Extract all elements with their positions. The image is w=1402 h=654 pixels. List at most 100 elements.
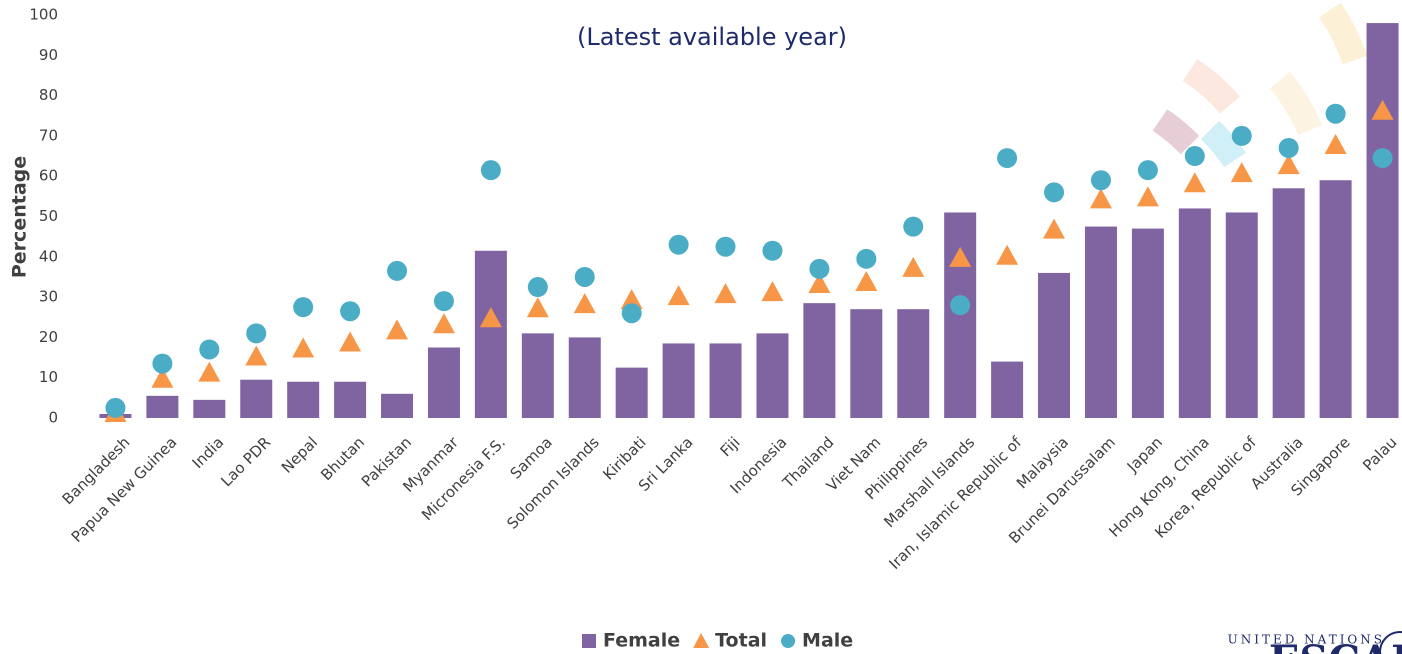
circle-marker [152,353,173,374]
legend-label: Female [603,630,680,652]
circle-marker [1325,103,1346,124]
circle-marker [856,248,877,269]
x-tick-label: Lao PDR [217,433,274,490]
y-tick-label: 0 [48,409,58,427]
chart-subtitle: (Latest available year) [577,23,847,51]
triangle-marker [808,273,831,294]
legend-item: Total [693,630,767,652]
y-tick-label: 80 [39,86,58,104]
x-tick-label: India [189,433,228,472]
bar [240,379,273,418]
circle-marker [340,301,361,322]
bar [709,343,742,418]
circle-marker [1137,160,1158,181]
circle-marker [527,277,548,298]
circle-marker [997,148,1018,169]
circle-marker [809,258,830,279]
logo: UNITED NATIONS ESCAP [1228,631,1402,654]
triangle-marker [949,246,972,267]
y-tick-label: 20 [39,328,58,346]
bar [944,212,977,418]
legend-swatch [693,633,710,648]
circle-marker [199,339,220,360]
circle-marker [480,160,501,181]
triangle-marker [198,361,221,382]
bar [427,347,460,418]
logo-text: UNITED NATIONS [1228,633,1385,647]
bar [803,303,836,418]
y-tick-label: 30 [39,288,58,306]
triangle-marker [245,345,268,366]
bar [521,333,554,418]
triangle-marker [1371,99,1394,120]
bar [1084,226,1117,418]
circle-marker [1231,125,1252,146]
triangle-marker [1183,172,1206,193]
y-axis-label: Percentage [9,156,31,278]
bar [1366,23,1399,419]
triangle-marker [1277,154,1300,175]
circle-marker [1184,146,1205,167]
legend-swatch [582,634,596,648]
bar [568,337,601,418]
triangle-marker [761,281,784,302]
legend-label: Total [715,630,767,652]
circle-marker [1372,148,1393,169]
bar [1178,208,1211,418]
bar [1131,228,1164,418]
triangle-marker [667,285,690,306]
y-tick-label: 60 [39,167,58,185]
triangle-marker [902,256,925,277]
bar [474,250,507,418]
circle-marker [574,266,595,287]
triangle-marker [479,307,502,328]
circle-marker [621,303,642,324]
circle-marker [246,323,267,344]
triangle-marker [714,283,737,304]
circle-marker [387,260,408,281]
y-tick-label: 10 [39,368,58,386]
triangle-marker [432,313,455,334]
bar [662,343,695,418]
triangle-marker [573,293,596,314]
bar [897,309,930,418]
y-tick-label: 50 [39,207,58,225]
circle-marker [668,234,689,255]
bar [193,399,226,418]
triangle-marker [386,319,409,340]
circle-marker [762,240,783,261]
y-tick-label: 100 [29,6,58,24]
bar [756,333,789,418]
bar [1319,180,1352,418]
circle-marker [433,291,454,312]
circle-marker [1090,170,1111,191]
circle-marker [1278,137,1299,158]
legend-item: Female [582,630,680,652]
triangle-marker [1089,188,1112,209]
circle-marker [105,397,126,418]
bar [381,393,414,418]
y-tick-label: 40 [39,247,58,265]
triangle-marker [292,337,315,358]
triangle-marker [1230,162,1253,183]
x-tick-label: Japan [1123,433,1166,476]
triangle-marker [996,244,1019,265]
triangle-marker [526,297,549,318]
circle-marker [1044,182,1065,203]
bar [991,361,1024,418]
circle-marker [715,236,736,257]
triangle-marker [151,367,174,388]
triangle-marker [1136,186,1159,207]
triangle-marker [1324,133,1347,154]
legend: Female Total Male [582,630,853,652]
circle-marker [903,216,924,237]
legend-item: Male [781,630,853,652]
triangle-marker [620,289,643,310]
logo-name: ESCAP [1269,637,1402,654]
bar [334,381,367,418]
bar [287,381,320,418]
legend-label: Male [802,630,853,652]
triangle-marker [1043,218,1066,239]
bar [850,309,883,418]
